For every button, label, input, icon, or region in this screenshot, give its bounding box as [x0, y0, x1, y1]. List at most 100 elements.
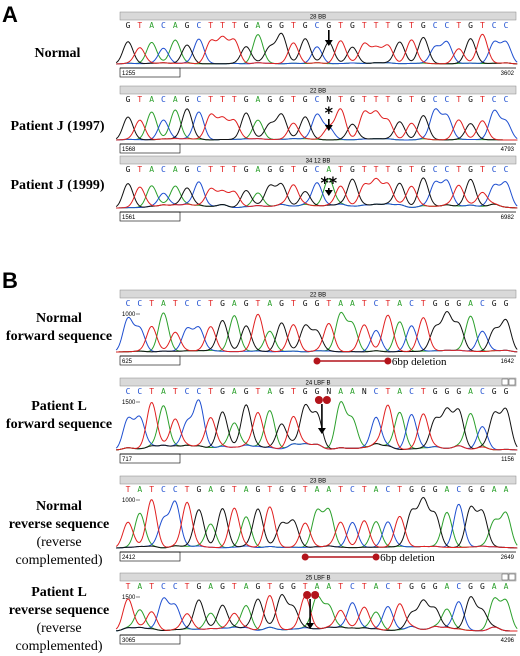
trace-g [115, 32, 518, 65]
base-call: T [208, 387, 213, 396]
base-call: G [397, 165, 402, 174]
trace-header-bar [119, 572, 517, 582]
base-call: A [173, 21, 178, 30]
base-call: C [315, 165, 320, 174]
row-label-b3-l2: reverse sequence [8, 517, 110, 532]
base-call: G [256, 582, 261, 591]
base-call: A [445, 582, 450, 591]
base-call: C [161, 582, 166, 591]
base-call: C [126, 387, 131, 396]
base-call: C [196, 299, 201, 308]
base-call: A [173, 95, 178, 104]
base-call: T [137, 165, 142, 174]
base-call: T [374, 21, 379, 30]
base-call: A [161, 387, 166, 396]
base-call: A [256, 95, 261, 104]
trace-header-text: 34 12 BB [306, 159, 331, 165]
breakpoint-arrow [317, 404, 326, 434]
base-call: G [185, 21, 190, 30]
trace-header-bar [119, 155, 517, 165]
window-icon [508, 573, 516, 581]
scale-box [119, 143, 181, 154]
chromatogram-traces [115, 108, 518, 141]
base-call: G [433, 582, 438, 591]
base-call: T [456, 95, 461, 104]
base-call: A [468, 387, 473, 396]
base-call: A [326, 485, 331, 494]
arrow-head [324, 125, 333, 131]
base-call: T [232, 582, 237, 591]
y-axis-label: 1500 [122, 595, 136, 601]
base-call: T [126, 582, 131, 591]
base-call: T [385, 95, 390, 104]
base-call: C [137, 299, 142, 308]
trace-panel-a3: 34 12 BBG T A C A G C T T T G A G G T G C A T G T T T G T G C C T G T C… [115, 155, 518, 222]
scale-right-value: 3602 [501, 71, 515, 77]
trace-t [116, 108, 518, 141]
scale-box [119, 634, 181, 645]
trace-panel-b2: 24 LBF BC C T A T C C T G A G T A G T G G N A A N C T A C T G G G A C G… [115, 377, 518, 464]
base-call: G [126, 95, 131, 104]
base-call: G [256, 485, 261, 494]
base-call: G [196, 485, 201, 494]
base-call: T [137, 95, 142, 104]
scale-left-value: 1255 [122, 71, 136, 77]
base-call: A [149, 95, 154, 104]
base-call: C [492, 165, 497, 174]
base-call: G [126, 21, 131, 30]
trace-t [116, 402, 518, 451]
base-call: T [267, 582, 272, 591]
base-call: C [137, 387, 142, 396]
base-call: G [421, 165, 426, 174]
trace-t [116, 177, 518, 209]
base-call: A [350, 387, 355, 396]
base-call: G [220, 582, 225, 591]
deletion-label: 6bp deletion [380, 552, 435, 564]
base-call: T [338, 165, 343, 174]
trace-header-bar [119, 475, 517, 485]
base-call: C [374, 387, 379, 396]
trace-header-text: 24 LBF B [305, 381, 330, 387]
scale-right-value: 1156 [501, 457, 515, 463]
chromatogram-traces [115, 32, 518, 65]
deletion-end-dot [372, 553, 380, 561]
base-call: A [504, 485, 509, 494]
base-call: C [196, 165, 201, 174]
trace-g [116, 496, 518, 549]
scale-left-value: 1561 [122, 215, 136, 221]
base-call: T [362, 95, 367, 104]
base-call: C [161, 95, 166, 104]
base-call: A [338, 387, 343, 396]
trace-header-bar [119, 11, 517, 21]
base-call: C [456, 582, 461, 591]
base-call: G [244, 165, 249, 174]
base-call: G [185, 165, 190, 174]
base-call: T [232, 21, 237, 30]
deletion-bracket: 6bp deletion [301, 552, 435, 564]
base-call: T [232, 95, 237, 104]
trace-header-text: 25 LBF B [305, 576, 330, 582]
trace-t [115, 499, 518, 549]
base-call: T [149, 485, 154, 494]
mutation-arrow [324, 30, 333, 46]
breakpoint-dot-left [314, 396, 323, 404]
base-call: T [362, 299, 367, 308]
base-call: T [480, 165, 485, 174]
chromatogram-traces [115, 177, 518, 209]
scale-right-value: 1642 [501, 359, 515, 365]
panel-letter-a: A [2, 2, 18, 27]
base-call: C [185, 387, 190, 396]
base-call: G [303, 165, 308, 174]
window-icon [508, 378, 516, 386]
row-label-b4-l2: reverse sequence [8, 603, 110, 618]
base-call: C [504, 165, 509, 174]
base-call: G [279, 582, 284, 591]
trace-header-text: 22 BB [310, 293, 326, 299]
scale-left-value: 2412 [122, 555, 136, 561]
base-call: G [220, 299, 225, 308]
base-call: A [149, 21, 154, 30]
chromatogram-traces [115, 593, 518, 632]
base-call: G [397, 95, 402, 104]
